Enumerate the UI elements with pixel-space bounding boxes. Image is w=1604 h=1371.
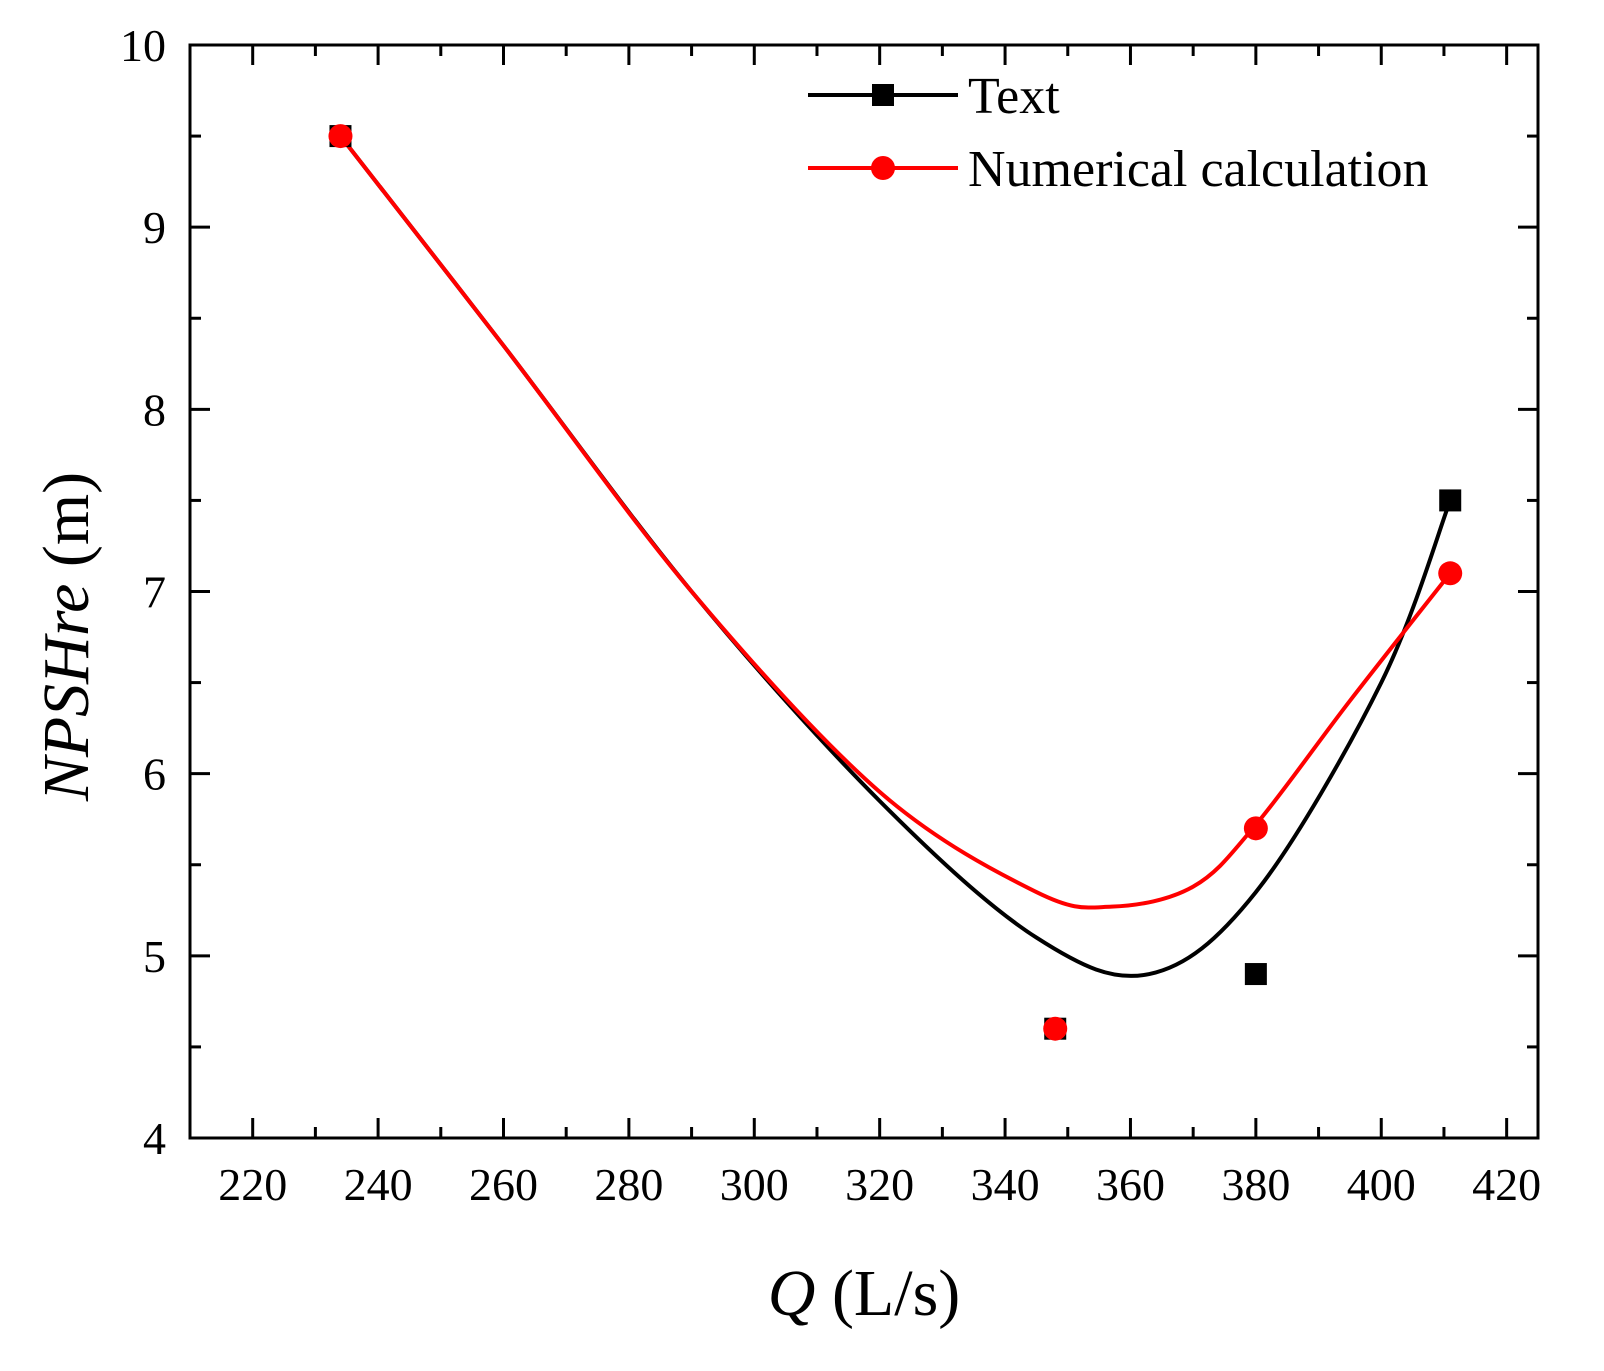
legend-marker-text — [872, 84, 894, 106]
x-tick-label: 280 — [594, 1159, 663, 1210]
x-axis-unit: (L/s) — [815, 1257, 960, 1330]
x-axis-title: Q (L/s) — [768, 1257, 960, 1330]
data-point-numerical-calculation — [1438, 561, 1463, 586]
data-point-numerical-calculation — [1043, 1016, 1068, 1041]
series-markers — [328, 124, 1463, 1041]
legend-entry-numerical-calculation: Numerical calculation — [808, 141, 1429, 198]
legend: Text Numerical calculation — [808, 68, 1429, 198]
x-tick-label: 240 — [344, 1159, 413, 1210]
plot-frame — [188, 43, 1540, 1140]
legend-label-numerical-calculation: Numerical calculation — [968, 141, 1429, 198]
y-axis-symbol: NPSHre — [30, 584, 103, 803]
y-tick-label: 7 — [143, 567, 166, 618]
y-tick-label: 8 — [143, 384, 166, 435]
y-axis-unit: (m) — [30, 472, 103, 584]
axis-ticks — [188, 43, 1538, 1140]
data-point-text — [1439, 489, 1462, 512]
tick-labels: 220 240 260 280 300 320 340 360 380 400 420 4 5 6 7 8 9 1… — [120, 20, 1541, 1210]
legend-marker-numerical-calculation — [871, 156, 895, 180]
series-curve-text — [338, 134, 1453, 978]
legend-label-text: Text — [968, 68, 1060, 125]
x-tick-label: 360 — [1096, 1159, 1165, 1210]
x-tick-label: 420 — [1472, 1159, 1541, 1210]
x-tick-label: 400 — [1347, 1159, 1416, 1210]
data-point-numerical-calculation — [328, 124, 353, 149]
y-tick-label: 9 — [143, 202, 166, 253]
x-tick-label: 220 — [218, 1159, 287, 1210]
series-curve-numerical-calculation — [338, 134, 1452, 910]
x-tick-label: 320 — [845, 1159, 914, 1210]
x-axis-symbol: Q — [768, 1257, 816, 1330]
x-tick-label: 340 — [971, 1159, 1040, 1210]
y-tick-label: 5 — [143, 931, 166, 982]
x-tick-label: 260 — [469, 1159, 538, 1210]
legend-entry-text: Text — [808, 68, 1060, 125]
data-point-text — [1244, 963, 1267, 986]
y-tick-label: 6 — [143, 749, 166, 800]
y-tick-label: 10 — [120, 20, 166, 71]
series-curves — [338, 134, 1453, 978]
data-point-numerical-calculation — [1243, 816, 1268, 841]
x-tick-label: 380 — [1221, 1159, 1290, 1210]
y-tick-label: 4 — [143, 1113, 166, 1164]
y-axis-title: NPSHre (m) — [30, 472, 103, 802]
x-tick-label: 300 — [720, 1159, 789, 1210]
